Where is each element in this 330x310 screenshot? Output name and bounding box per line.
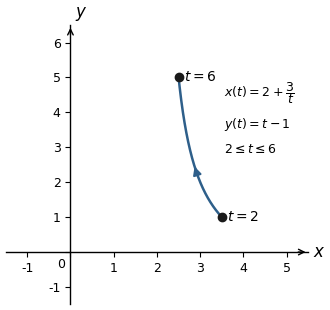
Text: $2 \leq t \leq 6$: $2 \leq t \leq 6$ — [224, 143, 277, 156]
Text: $t = 6$: $t = 6$ — [184, 70, 216, 84]
Text: 0: 0 — [57, 258, 65, 271]
Text: $y(t) = t - 1$: $y(t) = t - 1$ — [224, 116, 291, 133]
Text: $x$: $x$ — [313, 243, 325, 261]
Text: $x(t) = 2 + \dfrac{3}{t}$: $x(t) = 2 + \dfrac{3}{t}$ — [224, 80, 295, 106]
Text: $y$: $y$ — [75, 5, 87, 23]
Text: $t = 2$: $t = 2$ — [227, 210, 259, 224]
